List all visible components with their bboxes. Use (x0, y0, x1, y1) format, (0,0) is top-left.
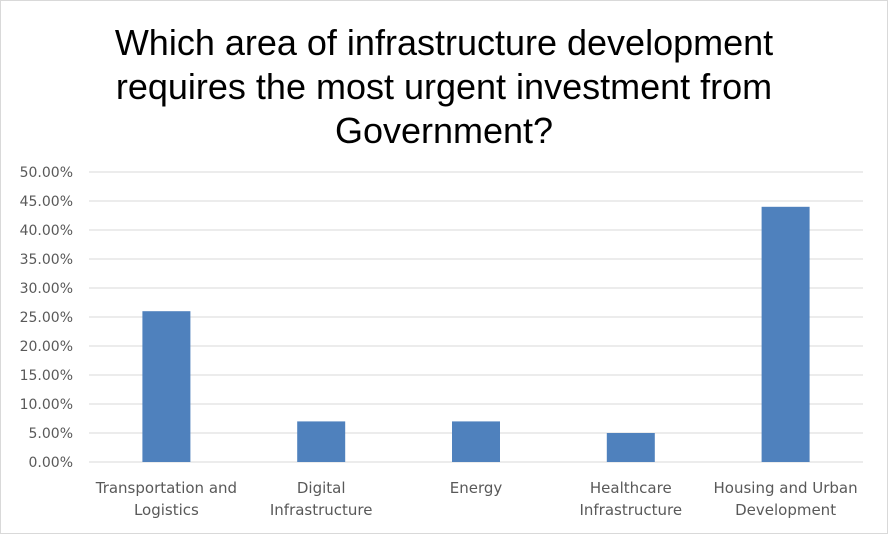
bar (142, 311, 191, 462)
x-category-label: Logistics (134, 501, 199, 519)
x-category-label: Infrastructure (579, 501, 682, 519)
chart-title: Which area of infrastructure development… (1, 21, 887, 153)
y-tick-label: 30.00% (20, 281, 73, 297)
bar (606, 433, 655, 462)
bar (297, 421, 346, 462)
y-tick-label: 35.00% (20, 252, 73, 268)
y-tick-label: 15.00% (20, 368, 73, 384)
bar (452, 421, 500, 462)
y-tick-label: 45.00% (20, 194, 73, 210)
chart-title-line-1: Which area of infrastructure development (114, 22, 774, 63)
x-category-label: Energy (450, 479, 503, 497)
x-category-label: Transportation and (95, 479, 237, 497)
x-category-label: Housing and Urban (714, 479, 858, 497)
chart-title-line-2: requires the most urgent investment from (115, 66, 773, 107)
chart-title-line-3: Government? (334, 110, 554, 151)
x-category-label: Infrastructure (270, 501, 373, 519)
x-category-label: Development (735, 501, 836, 519)
y-tick-label: 50.00% (20, 165, 73, 181)
y-tick-label: 20.00% (20, 339, 73, 355)
x-category-label: Digital (297, 479, 346, 497)
x-category-label: Healthcare (590, 479, 672, 497)
y-tick-label: 40.00% (20, 223, 73, 239)
bar (761, 206, 810, 462)
y-tick-label: 10.00% (20, 397, 73, 413)
y-tick-label: 25.00% (20, 310, 73, 326)
y-tick-label: 5.00% (29, 426, 73, 442)
y-tick-label: 0.00% (29, 455, 73, 471)
